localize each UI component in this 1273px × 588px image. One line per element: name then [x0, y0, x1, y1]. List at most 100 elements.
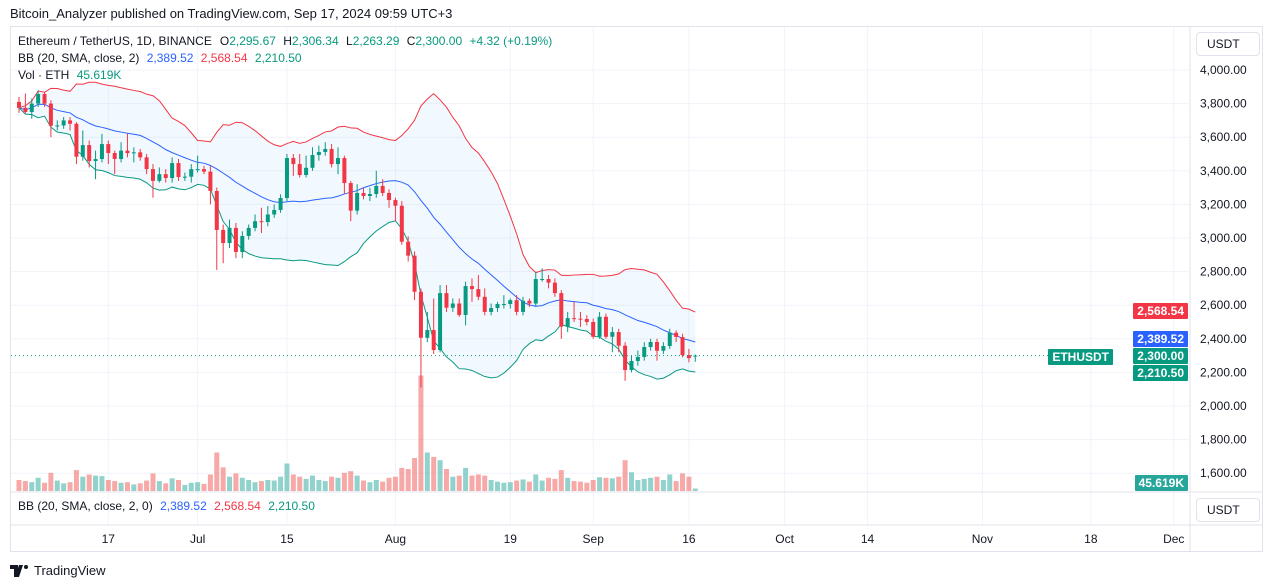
candle-body — [278, 198, 283, 210]
candle-body — [93, 159, 98, 162]
volume-bar — [501, 482, 507, 491]
candle-body — [674, 332, 679, 337]
volume-bar — [150, 473, 156, 491]
open-label: O — [219, 34, 230, 48]
volume-bar — [558, 470, 564, 491]
candle-body — [74, 123, 79, 157]
candle-body — [61, 120, 66, 126]
candle-body — [387, 192, 392, 201]
volume-bar — [303, 478, 309, 491]
candle-body — [508, 300, 513, 305]
candle-body — [393, 200, 398, 206]
volume-bar — [214, 452, 220, 491]
price-currency-button[interactable]: USDT — [1196, 32, 1260, 56]
price-tick-label: 3,200.00 — [1200, 197, 1247, 211]
candle-body — [99, 144, 104, 160]
volume-bar — [533, 474, 539, 491]
candle-body — [336, 158, 340, 165]
candle-body — [195, 169, 200, 171]
volume-bar — [35, 477, 41, 491]
volume-bar — [93, 475, 99, 491]
volume-bar — [42, 482, 48, 491]
candle-body — [648, 341, 653, 348]
bb-legend[interactable]: BB (20, SMA, close, 2) 2,389.52 2,568.54… — [18, 51, 306, 65]
candle-body — [521, 300, 526, 312]
volume-bar — [16, 480, 22, 491]
indicator-pane-legend[interactable]: BB (20, SMA, close, 2, 0) 2,389.52 2,568… — [18, 499, 319, 513]
open-value: 2,295.67 — [229, 34, 276, 48]
volume-bar — [443, 469, 449, 491]
candle-body — [469, 286, 474, 290]
volume-bar — [437, 460, 443, 491]
volume-bar — [469, 475, 475, 491]
bb-upper-line — [18, 81, 696, 313]
candle-body — [138, 152, 143, 158]
volume-bar — [622, 460, 628, 491]
indicator-basis: 2,389.52 — [160, 499, 207, 513]
symbol-title[interactable]: Ethereum / TetherUS, 1D, BINANCE — [18, 34, 212, 48]
volume-bar — [680, 473, 686, 491]
volume-bar — [99, 476, 105, 491]
volume-bar — [577, 481, 583, 491]
volume-bar — [654, 476, 660, 491]
indicator-currency-button[interactable]: USDT — [1196, 498, 1260, 522]
candle-body — [546, 278, 551, 283]
low-value: 2,263.29 — [352, 34, 400, 48]
volume-bar — [195, 482, 201, 491]
candle-body — [68, 120, 73, 124]
candle-body — [150, 169, 155, 181]
volume-bar — [284, 463, 290, 491]
volume-bar — [73, 470, 79, 491]
volume-bar — [673, 481, 679, 491]
volume-bar — [207, 474, 213, 491]
volume-bar — [616, 476, 622, 491]
candle-body — [284, 158, 289, 199]
candle-body — [457, 303, 462, 315]
high-label: H — [283, 34, 292, 48]
time-tick-label: Sep — [583, 532, 605, 546]
candle-body — [272, 209, 277, 215]
volume-bar — [367, 482, 373, 491]
volume-bar — [520, 479, 526, 491]
tradingview-logo-icon — [10, 564, 28, 577]
candle-body — [489, 308, 494, 312]
volume-bar — [546, 477, 552, 491]
symbol-legend: Ethereum / TetherUS, 1D, BINANCE O2,295.6… — [18, 34, 556, 48]
volume-bar — [539, 480, 545, 491]
volume-bar — [399, 467, 405, 491]
tradingview-logo[interactable]: TradingView — [10, 563, 106, 578]
close-label: C — [406, 34, 416, 48]
price-tick-label: 1,600.00 — [1200, 466, 1247, 480]
candle-body — [297, 164, 302, 175]
volume-bar — [137, 483, 143, 491]
candle-body — [501, 304, 506, 306]
volume-bar — [239, 477, 245, 491]
candle-body — [431, 330, 436, 351]
candle-body — [87, 145, 92, 162]
candle-body — [361, 192, 366, 196]
candle-body — [144, 157, 149, 170]
price-tick-label: 4,000.00 — [1200, 63, 1247, 77]
volume-bar — [603, 477, 609, 491]
volume-bar — [176, 480, 181, 491]
price-tick-label: 3,600.00 — [1200, 130, 1247, 144]
volume-bar — [431, 456, 437, 491]
volume-legend[interactable]: Vol · ETH 45.619K — [18, 68, 125, 82]
candle-body — [253, 221, 258, 228]
volume-bar — [169, 478, 175, 491]
candle-body — [55, 125, 60, 127]
volume-bar — [105, 480, 111, 491]
volume-bar — [418, 375, 424, 491]
candle-body — [291, 158, 296, 165]
price-tick-label: 3,000.00 — [1200, 231, 1247, 245]
volume-bar — [86, 474, 92, 491]
candle-body — [552, 282, 557, 294]
bb-upper-value: 2,568.54 — [200, 51, 248, 65]
volume-bar — [628, 472, 634, 491]
volume-bar — [584, 482, 590, 491]
candle-body — [667, 332, 672, 347]
candle-body — [163, 174, 168, 179]
volume-bar — [297, 476, 303, 491]
volume-bar — [182, 484, 188, 491]
